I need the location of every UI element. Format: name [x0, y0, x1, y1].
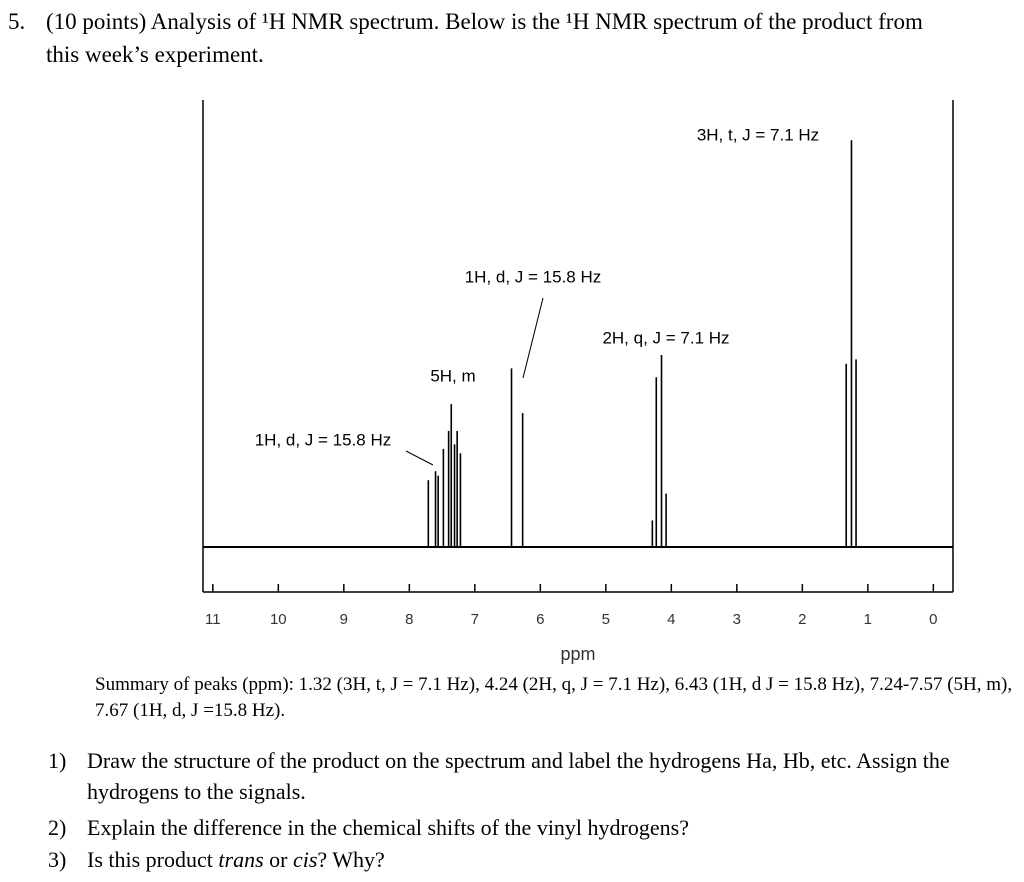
x-tick-label: 11 [205, 611, 221, 628]
x-tick-label: 9 [340, 611, 348, 628]
x-tick-label: 5 [602, 611, 610, 628]
summary: Summary of peaks (ppm): 1.32 (3H, t, J =… [95, 674, 1013, 721]
annotation: 3H, t, J = 7.1 Hz [697, 125, 819, 144]
annotation: 2H, q, J = 7.1 Hz [602, 328, 729, 347]
question-item-text: Draw the structure of the product on the… [87, 745, 1007, 807]
question-item-number: 1) [48, 748, 67, 773]
spectrum: 3H, t, J = 7.1 Hz 1H, d, J = 15.8 Hz 2H,… [202, 100, 954, 664]
x-tick-label: 2 [798, 611, 806, 628]
text-run: ? Why? [317, 847, 385, 872]
text-run: Is this product [87, 847, 219, 872]
annotation: 5H, m [430, 366, 475, 385]
leader-line [405, 450, 434, 466]
question-item-number: 2) [48, 815, 67, 840]
leader-line [522, 297, 544, 379]
text-run: Draw the structure of the product on the… [87, 748, 956, 804]
question-item-number: 3) [48, 847, 67, 872]
x-tick-label: 7 [471, 611, 479, 628]
x-tick-label: 3 [733, 611, 741, 628]
text-run: or [263, 847, 293, 872]
question-text: (10 points) Analysis of ¹H NMR spectrum.… [46, 9, 923, 67]
annotation: 1H, d, J = 15.8 Hz [255, 430, 392, 449]
question-number: 5. [8, 9, 26, 34]
x-tick-label: 4 [667, 611, 675, 628]
text-run: Explain the difference in the chemical s… [87, 815, 689, 840]
annotation: 1H, d, J = 15.8 Hz [465, 267, 602, 286]
text-run: cis [292, 847, 318, 872]
question-item-text: Is this product trans or cis? Why? [87, 844, 1007, 875]
x-tick-label: 10 [270, 611, 287, 628]
x-axis-label: ppm [560, 644, 595, 664]
question-item-text: Explain the difference in the chemical s… [87, 812, 1007, 843]
x-tick-label: 8 [405, 611, 413, 628]
x-tick-label: 6 [536, 611, 544, 628]
text-run: trans [218, 847, 264, 872]
x-tick-label: 0 [929, 611, 937, 628]
x-tick-label: 1 [864, 611, 872, 628]
